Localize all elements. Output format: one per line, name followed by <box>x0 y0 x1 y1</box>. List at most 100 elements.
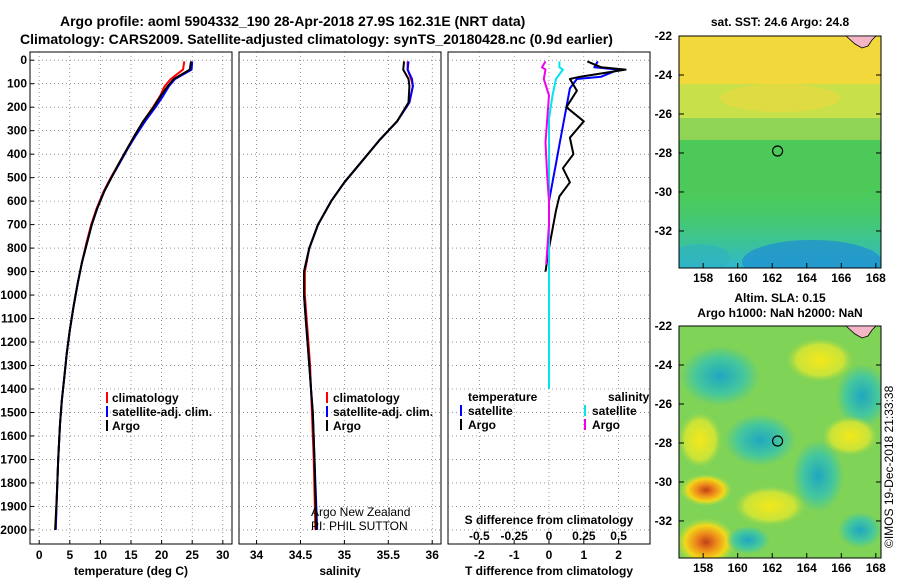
legend-sal-argo-label: Argo <box>592 418 620 432</box>
legend-temp-argo-label: Argo <box>468 418 496 432</box>
depth-tick-label: 0 <box>20 53 27 67</box>
x-tick-label: -2 <box>474 548 485 562</box>
lon-tick-label: 160 <box>728 561 748 575</box>
depth-tick-label: 1300 <box>0 359 27 373</box>
depth-tick-label: 2000 <box>0 523 27 537</box>
lon-tick-label: 164 <box>797 271 817 285</box>
legend-sal-argo-swatch <box>584 419 586 430</box>
depth-tick-label: 1600 <box>0 429 27 443</box>
lat-tick-label: -28 <box>655 146 673 160</box>
salinity-diff-tick-label: 0.5 <box>610 529 627 543</box>
lat-tick-label: -30 <box>655 185 673 199</box>
x-tick-label: 25 <box>186 548 200 562</box>
depth-tick-label: 700 <box>7 218 27 232</box>
argo-position-marker <box>771 435 784 447</box>
x-tick-label: 15 <box>124 548 138 562</box>
legend-argo-label: Argo <box>112 419 140 433</box>
lat-tick-label: -22 <box>655 29 673 43</box>
x-tick-label: 10 <box>94 548 108 562</box>
lat-tick-label: -24 <box>655 68 673 82</box>
depth-tick-label: 1700 <box>0 452 27 466</box>
lat-tick-label: -30 <box>655 475 673 489</box>
temperature-plot-frame <box>29 51 233 545</box>
x-tick-label: 34.5 <box>289 548 313 562</box>
lat-tick-label: -22 <box>655 319 673 333</box>
x-tick-label: 20 <box>155 548 169 562</box>
legend-salinity-title: salinity <box>608 390 650 404</box>
depth-tick-label: 1800 <box>0 476 27 490</box>
legend-climatology-label: climatology <box>333 391 400 405</box>
x-tick-label: -1 <box>509 548 520 562</box>
salinity-diff-tick-label: 0 <box>546 529 553 543</box>
salinity-diff-tick-label: -0.5 <box>469 529 490 543</box>
lon-tick-label: 168 <box>866 561 886 575</box>
x-tick-label: 2 <box>615 548 622 562</box>
depth-tick-label: 900 <box>7 265 27 279</box>
legend-temperature-title: temperature <box>468 390 538 404</box>
difference-profile-chart: -2 -1 0 1 2 -0.5 -0.25 0 0.25 0.5 temperature sa… <box>447 51 651 578</box>
legend-sal-satellite-label: satellite <box>592 404 637 418</box>
legend-argo-swatch <box>326 420 328 431</box>
x-tick-label: 30 <box>216 548 230 562</box>
lat-tick-label: -28 <box>655 436 673 450</box>
temperature-xlabel: temperature (deg C) <box>74 564 188 578</box>
sst-map: sat. SST: 24.6 Argo: 24.8 158 160 162 164 16… <box>655 15 886 285</box>
legend-climatology-swatch <box>326 392 328 403</box>
legend-sal-satellite-swatch <box>584 405 586 416</box>
lon-tick-label: 158 <box>693 561 713 575</box>
lon-tick-label: 166 <box>831 271 851 285</box>
sst-map-frame <box>678 35 882 269</box>
series-line-temperature-argo <box>544 60 627 272</box>
legend-satellite-label: satellite-adj. clim. <box>333 405 433 419</box>
depth-tick-label: 600 <box>7 194 27 208</box>
imos-credit: ©IMOS 19-Dec-2018 21:33:38 <box>882 385 896 548</box>
lat-tick-label: -32 <box>655 514 673 528</box>
depth-tick-label: 500 <box>7 171 27 185</box>
salinity-plot-frame <box>238 51 442 545</box>
x-tick-label: 36 <box>426 548 440 562</box>
float-pi-note: PI: PHIL SUTTON <box>311 519 408 533</box>
temperature-profile-chart: 0100200300400500600700800900100011001200… <box>0 51 233 578</box>
lon-tick-label: 162 <box>762 271 782 285</box>
temperature-diff-xlabel: T difference from climatology <box>465 564 633 578</box>
depth-tick-label: 300 <box>7 124 27 138</box>
lon-tick-label: 164 <box>797 561 817 575</box>
legend-climatology-label: climatology <box>112 391 179 405</box>
series-line-argo <box>54 61 192 530</box>
x-tick-label: 34 <box>250 548 264 562</box>
legend-argo-swatch <box>106 420 108 431</box>
series-line-argo <box>303 61 411 530</box>
temperature-legend: climatology satellite-adj. clim. Argo <box>106 391 212 433</box>
sla-map-field <box>679 326 881 558</box>
salinity-xlabel: salinity <box>319 564 361 578</box>
sla-map-frame <box>678 325 882 559</box>
series-line-salinity-argo <box>541 60 550 265</box>
legend-temp-satellite-label: satellite <box>468 404 513 418</box>
x-tick-label: 5 <box>66 548 73 562</box>
lat-tick-label: -26 <box>655 107 673 121</box>
lat-tick-label: -24 <box>655 358 673 372</box>
lat-tick-label: -26 <box>655 397 673 411</box>
lon-tick-label: 158 <box>693 271 713 285</box>
depth-tick-label: 400 <box>7 147 27 161</box>
sst-map-field <box>679 36 881 268</box>
lon-tick-label: 166 <box>831 561 851 575</box>
depth-tick-label: 1000 <box>0 288 27 302</box>
lon-tick-label: 160 <box>728 271 748 285</box>
legend-satellite-swatch <box>326 406 328 417</box>
x-tick-label: 0 <box>36 548 43 562</box>
difference-legend: temperature satellite Argo salinity sate… <box>460 390 650 432</box>
lon-tick-label: 168 <box>866 271 886 285</box>
series-line-salinity-satellite <box>548 61 564 389</box>
depth-tick-label: 1200 <box>0 335 27 349</box>
sst-map-title: sat. SST: 24.6 Argo: 24.8 <box>711 15 850 29</box>
lat-tick-label: -32 <box>655 224 673 238</box>
depth-tick-label: 1900 <box>0 499 27 513</box>
x-tick-label: 0 <box>546 548 553 562</box>
x-tick-label: 1 <box>580 548 587 562</box>
lon-tick-label: 162 <box>762 561 782 575</box>
salinity-diff-tick-label: -0.25 <box>500 529 528 543</box>
legend-temp-satellite-swatch <box>460 405 462 416</box>
legend-climatology-swatch <box>106 392 108 403</box>
